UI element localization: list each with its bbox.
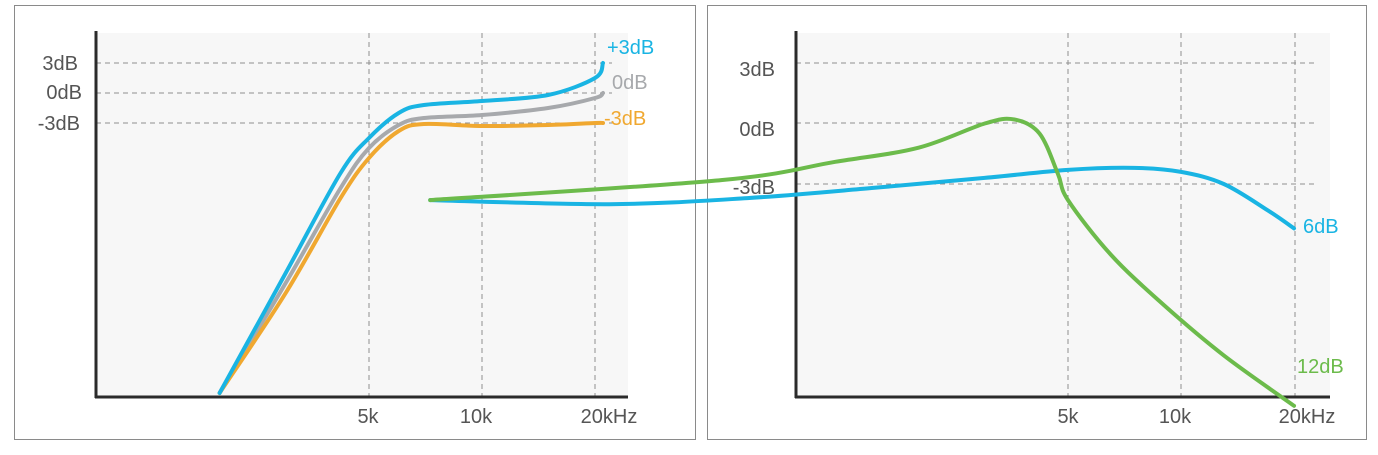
x-tick-label-5k-left: 5k <box>357 406 379 428</box>
series-line-plus3db-left <box>217 61 605 395</box>
plot-area-left <box>96 33 628 397</box>
x-tick-label-5k-right: 5k <box>1057 406 1079 428</box>
plot-area-right <box>796 33 1330 397</box>
series-group-left <box>217 61 605 395</box>
x-tick-label-20k-left: 20kHz <box>581 406 638 428</box>
series-label-neg3db: -3dB <box>604 108 646 130</box>
axes-left <box>94 31 628 399</box>
y-tick-label-3db-left: 3dB <box>42 53 78 75</box>
series-line-neg3db-left <box>217 120 605 395</box>
axes-right <box>794 31 1330 399</box>
grid-left <box>96 33 612 397</box>
y-tick-label-neg3db-left: -3dB <box>38 113 80 135</box>
x-tick-label-20k-right: 20kHz <box>1279 406 1336 428</box>
series-line-6db-right <box>428 165 1296 231</box>
series-group-right <box>428 116 1296 408</box>
series-label-6db: 6dB <box>1303 216 1339 238</box>
x-tick-label-10k-right: 10k <box>1159 406 1192 428</box>
series-line-0db-left <box>217 91 605 395</box>
y-tick-label-neg3db-right: -3dB <box>733 177 775 199</box>
series-label-plus3db: +3dB <box>607 37 654 59</box>
series-line-12db-right <box>428 116 1296 408</box>
y-tick-label-0db-right: 0dB <box>739 119 775 141</box>
x-tick-label-10k-left: 10k <box>460 406 493 428</box>
y-tick-label-3db-right: 3dB <box>739 59 775 81</box>
y-tick-label-0db-left: 0dB <box>46 82 82 104</box>
series-label-0db: 0dB <box>612 72 648 94</box>
series-label-12db: 12dB <box>1297 356 1344 378</box>
grid-right <box>796 33 1316 397</box>
